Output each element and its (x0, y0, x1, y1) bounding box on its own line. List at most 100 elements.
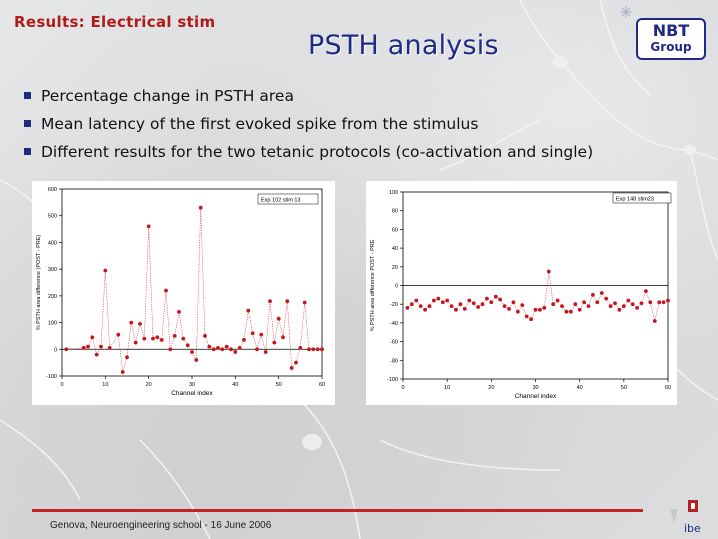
data-point (467, 298, 472, 303)
data-point (250, 331, 255, 336)
data-point (621, 304, 626, 308)
bullet-text: Percentage change in PSTH area (41, 87, 294, 105)
data-point (493, 294, 498, 299)
data-point (652, 319, 657, 323)
data-point (159, 338, 164, 342)
data-point (133, 340, 138, 345)
x-tick-label: 40 (232, 382, 238, 388)
data-point (181, 336, 186, 341)
footer-divider (32, 509, 643, 512)
data-point (307, 347, 311, 352)
data-point (613, 301, 617, 306)
data-point (259, 332, 264, 337)
y-tick-label: -100 (46, 374, 57, 380)
x-tick-label: 20 (488, 385, 494, 391)
data-point (462, 307, 467, 311)
data-point (125, 355, 129, 360)
data-point (203, 334, 207, 338)
ibe-logo-icon: ibe (670, 500, 701, 535)
data-point (220, 347, 225, 352)
data-point (635, 306, 639, 310)
x-tick-label: 0 (60, 382, 63, 388)
data-point (172, 334, 177, 338)
y-tick-label: -40 (390, 321, 398, 327)
data-point (268, 299, 272, 304)
data-point (107, 346, 112, 350)
y-tick-label: 0 (54, 347, 57, 353)
data-point (418, 304, 423, 308)
y-tick-label: 0 (395, 284, 398, 290)
data-point (315, 347, 320, 352)
section-title: Results: Electrical stim (14, 13, 216, 31)
data-point (272, 340, 277, 345)
data-point (409, 302, 414, 307)
data-point (520, 303, 525, 307)
series-dotted-line (66, 207, 322, 373)
plot-panel-left: -100 0 100 200 300 400 500 600 0 10 20 30 40 50 60 Exp … (32, 181, 335, 405)
data-point (432, 298, 436, 303)
x-tick-label: 30 (189, 382, 195, 388)
y-tick-label: 500 (48, 214, 57, 220)
data-point (86, 344, 90, 349)
data-point (155, 335, 160, 340)
nbt-group-logo: NBT Group (636, 18, 706, 60)
data-point (81, 346, 86, 350)
data-point (255, 347, 259, 352)
data-point (94, 352, 99, 357)
corner-logo-text: ibe (684, 522, 701, 535)
data-point (591, 293, 595, 297)
y-tick-label: 40 (392, 246, 398, 252)
x-tick-label: 60 (665, 385, 671, 391)
y-tick-label: 100 (48, 321, 57, 327)
data-point (529, 317, 533, 322)
data-point (405, 306, 410, 310)
data-point (99, 344, 103, 349)
bullet-text: Different results for the two tetanic pr… (41, 143, 594, 161)
y-tick-label: -80 (390, 358, 398, 364)
legend-label: Exp 102 stim 13 (261, 198, 300, 204)
data-point (103, 268, 108, 273)
x-axis-label: Channel index (515, 393, 557, 400)
legend-label: Exp 148 stim23 (616, 197, 654, 203)
footer-text: Genova, Neuroengineering school - 16 Jun… (50, 520, 272, 531)
data-point (233, 350, 238, 354)
data-point (626, 298, 631, 303)
data-point (608, 304, 613, 308)
data-point (211, 347, 216, 352)
x-tick-label: 60 (319, 382, 325, 388)
series-dotted-line (407, 271, 669, 322)
data-point (198, 205, 203, 210)
data-point (242, 338, 246, 342)
data-point (177, 310, 181, 314)
data-point (311, 347, 316, 352)
data-point (458, 302, 463, 307)
data-point (289, 366, 294, 370)
data-point (194, 358, 199, 362)
data-point (298, 346, 303, 350)
logo-decoration-icon (620, 6, 632, 18)
x-tick-label: 20 (146, 382, 152, 388)
data-point (604, 296, 609, 301)
bullet-square-icon (24, 120, 31, 127)
data-point (151, 336, 155, 341)
y-axis-label: % PSTH area difference POST - PRE (370, 239, 376, 331)
y-tick-label: 300 (48, 267, 57, 273)
data-point (661, 300, 666, 305)
data-point (423, 307, 427, 312)
data-point (648, 300, 653, 305)
data-point (120, 370, 125, 374)
data-point (320, 347, 324, 352)
y-tick-label: -20 (390, 302, 398, 308)
data-point (538, 307, 542, 312)
y-tick-label: 600 (48, 187, 57, 193)
data-point (190, 350, 194, 354)
x-tick-label: 50 (276, 382, 282, 388)
x-tick-label: 30 (532, 385, 538, 391)
data-point (568, 309, 573, 314)
data-point (476, 305, 480, 309)
data-point (599, 291, 604, 295)
data-point (164, 288, 168, 293)
data-point (246, 308, 251, 313)
data-point (507, 307, 511, 311)
